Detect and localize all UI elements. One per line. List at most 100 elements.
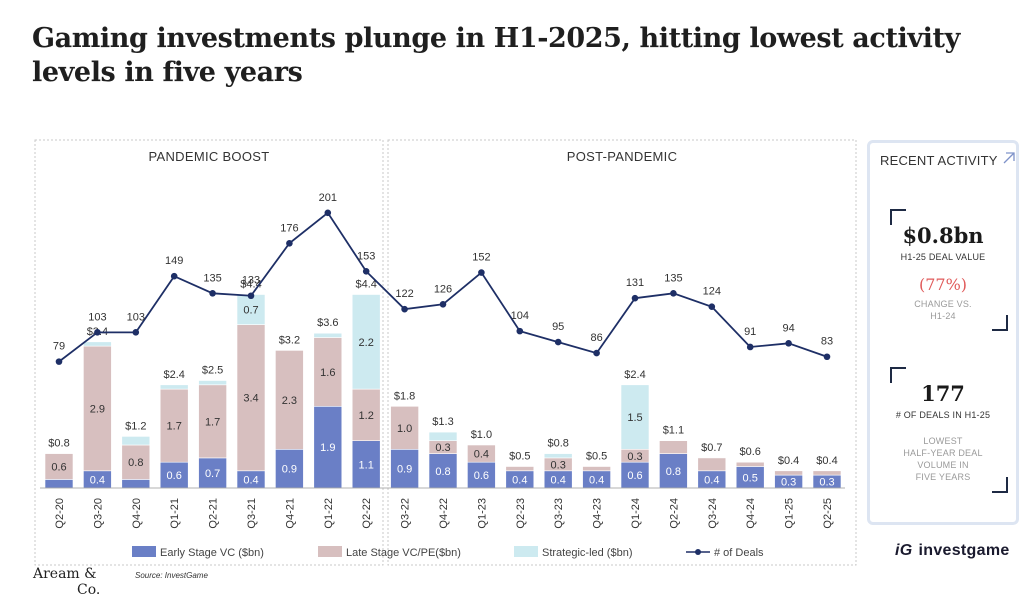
x-tick-label: Q3-20	[92, 498, 104, 529]
deals-value-label: 176	[280, 222, 298, 234]
recent-activity-panel: RECENT ACTIVITY $0.8bn H1-25 DEAL VALUE …	[867, 140, 1019, 525]
bar-segment	[620, 384, 650, 450]
bar-value-label: 0.8	[128, 457, 143, 469]
bar-segment	[83, 341, 112, 347]
deals-point	[170, 272, 178, 280]
section-label: POST-PANDEMIC	[567, 149, 678, 164]
investgame-wordmark: investgame	[918, 542, 1010, 559]
bar-total-label: $1.8	[394, 390, 415, 402]
legend-swatch	[514, 546, 538, 557]
bar-segment	[313, 405, 343, 489]
deals-point	[362, 268, 370, 275]
bar-value-label: 1.2	[359, 410, 374, 422]
bar-value-label: 0.9	[397, 464, 412, 476]
bar-value-label: 1.7	[167, 421, 182, 433]
bar-total-label: $3.6	[317, 317, 338, 329]
x-tick-label: Q3-24	[707, 498, 719, 529]
deals-value-label: 91	[744, 326, 756, 338]
x-tick-label: Q3-23	[553, 498, 565, 529]
aream-logo: Aream & Co.	[33, 566, 100, 598]
deals-point	[823, 353, 831, 361]
bar-segment	[390, 405, 419, 450]
bar-segment	[275, 350, 304, 450]
bar-segment	[236, 294, 266, 325]
bar-segment	[774, 470, 803, 476]
x-tick-label: Q4-23	[592, 498, 604, 529]
deals-value-label: 95	[552, 321, 564, 333]
bar-total-label: $3.2	[279, 334, 300, 346]
bar-total-label: $0.7	[701, 442, 722, 454]
bar-value-label: 0.7	[205, 468, 220, 480]
bar-value-label: 0.6	[167, 470, 182, 482]
deals-value-label: 103	[88, 311, 106, 323]
x-tick-label: Q4-22	[438, 498, 450, 529]
change-label-2: H1-24	[930, 311, 956, 321]
deals-point	[516, 327, 524, 335]
bar-total-label: $0.8	[48, 438, 69, 450]
bar-total-label: $0.8	[547, 438, 568, 450]
deals-point	[324, 209, 332, 217]
bar-value-label: 0.8	[435, 466, 450, 478]
bar-segment	[198, 384, 227, 459]
bar-value-label: 1.0	[397, 423, 412, 435]
bar-segment	[198, 457, 227, 489]
section-label: PANDEMIC BOOST	[149, 149, 270, 164]
legend-swatch	[318, 546, 342, 557]
bar-value-label: 1.1	[359, 459, 374, 471]
bar-segment	[236, 324, 266, 472]
x-tick-label: Q2-21	[208, 498, 220, 529]
legend-swatch	[132, 546, 156, 557]
deals-value-label: 94	[782, 322, 794, 334]
bar-value-label: 0.4	[704, 474, 719, 486]
bar-segment	[582, 466, 611, 472]
bar-segment	[812, 470, 842, 476]
bar-value-label: 0.3	[627, 451, 642, 463]
x-tick-label: Q3-22	[400, 498, 412, 529]
deals-value-label: 83	[821, 336, 833, 348]
x-tick-label: Q3-21	[246, 498, 258, 529]
x-tick-label: Q2-24	[668, 498, 680, 529]
bar-segment	[83, 345, 112, 472]
bar-value-label: 0.6	[51, 462, 66, 474]
legend-label: Late Stage VC/PE($bn)	[346, 547, 461, 559]
arrow-up-right-icon	[1003, 152, 1015, 164]
bar-value-label: 0.9	[282, 464, 297, 476]
bar-value-label: 0.3	[435, 442, 450, 454]
deals-point	[401, 305, 408, 313]
note-line-2: HALF-YEAR DEAL	[903, 448, 983, 458]
bar-total-label: $0.5	[509, 451, 530, 463]
change-value: (77%)	[918, 275, 968, 294]
note-line-3: VOLUME IN	[917, 460, 969, 470]
section-frame	[34, 139, 384, 566]
source-note: Source: InvestGame	[135, 571, 208, 580]
bar-value-label: 0.4	[243, 474, 258, 486]
deals-label: # OF DEALS IN H1-25	[895, 410, 991, 420]
deals-point	[286, 239, 293, 247]
deals-count: 177	[921, 381, 965, 406]
note-line-1: LOWEST	[923, 436, 963, 446]
bar-value-label: 1.5	[627, 412, 642, 424]
deals-value-label: 86	[590, 332, 602, 344]
bar-total-label: $1.1	[663, 425, 684, 437]
deals-point	[439, 300, 447, 308]
deals-value-label: 201	[319, 192, 337, 204]
bar-segment	[428, 431, 458, 442]
bar-value-label: 0.4	[551, 474, 566, 486]
x-tick-label: Q1-22	[323, 498, 335, 529]
bar-segment	[467, 444, 496, 463]
bar-value-label: 2.3	[282, 395, 297, 407]
deals-value-label: 103	[127, 311, 145, 323]
x-tick-label: Q4-20	[131, 498, 143, 529]
note-line-4: FIVE YEARS	[915, 472, 971, 482]
investgame-mark: iG	[895, 542, 913, 559]
bar-segment	[505, 466, 535, 472]
logo-line-2: Co.	[77, 582, 101, 598]
corner-bracket-icon	[992, 315, 1008, 331]
deals-value-label: 122	[395, 288, 413, 300]
deals-point	[247, 292, 255, 300]
bar-value-label: 0.6	[627, 470, 642, 482]
deals-value-label: 124	[703, 286, 721, 298]
bar-segment	[659, 440, 688, 454]
deals-point	[746, 343, 754, 351]
legend-label: Strategic-led ($bn)	[542, 547, 633, 559]
